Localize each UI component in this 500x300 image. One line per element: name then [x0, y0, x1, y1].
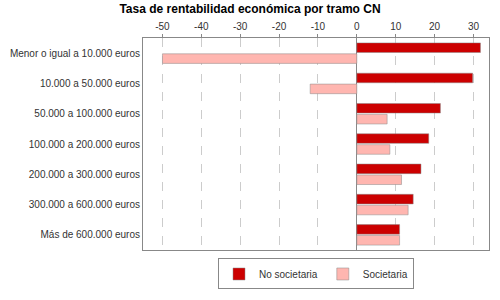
svg-text:200.000 a 300.000 euros: 200.000 a 300.000 euros: [29, 169, 140, 180]
svg-text:100.000 a 200.000 euros: 100.000 a 200.000 euros: [29, 139, 140, 150]
svg-text:30: 30: [468, 21, 480, 32]
svg-text:Menor o igual a 10.000 euros: Menor o igual a 10.000 euros: [10, 48, 140, 59]
svg-text:0: 0: [354, 21, 360, 32]
svg-text:10.000 a 50.000 euros: 10.000 a 50.000 euros: [40, 78, 140, 89]
svg-text:-10: -10: [311, 21, 326, 32]
svg-text:-30: -30: [233, 21, 248, 32]
svg-text:-20: -20: [272, 21, 287, 32]
svg-text:-50: -50: [155, 21, 170, 32]
svg-text:300.000 a 600.000 euros: 300.000 a 600.000 euros: [29, 199, 140, 210]
svg-text:10: 10: [390, 21, 402, 32]
svg-text:No societaria: No societaria: [259, 269, 318, 280]
svg-text:Más de 600.000 euros: Más de 600.000 euros: [40, 229, 140, 240]
svg-text:Tasa de rentabilidad económica: Tasa de rentabilidad económica por tramo…: [119, 2, 380, 16]
svg-text:Societaria: Societaria: [363, 269, 408, 280]
svg-text:50.000 a 100.000 euros: 50.000 a 100.000 euros: [34, 108, 140, 119]
svg-text:20: 20: [429, 21, 441, 32]
svg-text:-40: -40: [194, 21, 209, 32]
